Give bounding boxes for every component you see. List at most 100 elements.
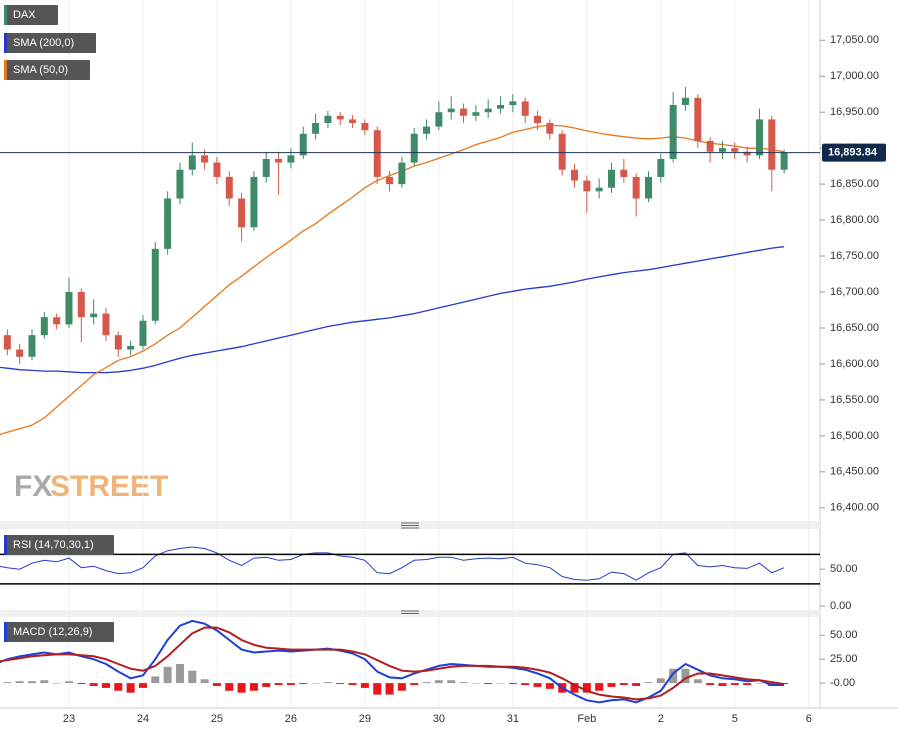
series-line bbox=[0, 546, 785, 581]
y-tick-label: 17,000.00 bbox=[830, 70, 879, 82]
legend-entry[interactable]: SMA (200,0) bbox=[4, 33, 96, 53]
y-tick-label: 16,450.00 bbox=[830, 466, 879, 478]
y-tick-label: 17,050.00 bbox=[830, 34, 879, 46]
legend-swatch bbox=[4, 535, 7, 555]
histogram-bar bbox=[385, 683, 394, 695]
candle-body bbox=[201, 155, 209, 163]
histogram-bar bbox=[570, 683, 579, 693]
candle-body bbox=[299, 133, 307, 156]
histogram-bar bbox=[595, 683, 604, 691]
candle-body bbox=[509, 101, 517, 106]
candle-body bbox=[460, 108, 468, 116]
candle-body bbox=[164, 198, 172, 249]
legend-entry[interactable]: MACD (12,26,9) bbox=[4, 622, 114, 642]
candle-body bbox=[53, 317, 61, 325]
histogram-bar bbox=[533, 683, 542, 687]
legend-entry[interactable]: RSI (14,70,30,1) bbox=[4, 535, 114, 555]
watermark-fx: FX bbox=[14, 470, 52, 503]
histogram-bar bbox=[249, 683, 258, 691]
candle-body bbox=[361, 122, 369, 131]
legend-box bbox=[4, 60, 90, 80]
series-line bbox=[0, 626, 785, 701]
candle-body bbox=[410, 133, 418, 163]
candle-body bbox=[780, 152, 788, 170]
legend-entry[interactable]: SMA (50,0) bbox=[4, 60, 90, 80]
candle-body bbox=[694, 97, 702, 141]
series-line bbox=[0, 246, 785, 374]
histogram-bar bbox=[582, 683, 591, 693]
histogram-bar bbox=[237, 683, 246, 693]
y-tick-label: 25.00 bbox=[830, 653, 858, 665]
legend-entry[interactable]: DAX bbox=[4, 5, 58, 25]
candle-body bbox=[127, 345, 135, 350]
candle-body bbox=[40, 317, 48, 336]
histogram-bar bbox=[373, 683, 382, 695]
legend-swatch bbox=[4, 60, 7, 80]
candle-body bbox=[275, 158, 283, 163]
candle-body bbox=[238, 198, 246, 228]
last-price-box bbox=[822, 143, 886, 162]
y-tick-label: 16,400.00 bbox=[830, 502, 879, 514]
candle-body bbox=[706, 140, 714, 152]
candle-body bbox=[608, 169, 615, 188]
candle-body bbox=[188, 155, 196, 170]
histogram-bar bbox=[114, 683, 123, 691]
candle-body bbox=[423, 126, 431, 134]
legend-swatch bbox=[4, 5, 7, 25]
legend-label: RSI (14,70,30,1) bbox=[13, 539, 94, 551]
histogram-bar bbox=[52, 683, 61, 684]
candle-body bbox=[225, 176, 233, 199]
histogram-bar bbox=[545, 683, 554, 689]
y-tick-label: 16,600.00 bbox=[830, 358, 879, 370]
candle-body bbox=[262, 158, 270, 177]
candle-body bbox=[435, 112, 443, 127]
histogram-bar bbox=[632, 683, 641, 686]
x-tick-label: 5 bbox=[732, 713, 738, 725]
candle-body bbox=[583, 180, 591, 192]
histogram-bar bbox=[730, 683, 739, 686]
candle-body bbox=[139, 320, 147, 346]
histogram-bar bbox=[311, 683, 320, 684]
y-tick-label: 16,700.00 bbox=[830, 286, 879, 298]
histogram-bar bbox=[471, 683, 480, 684]
candle-body bbox=[151, 248, 159, 321]
candle-body bbox=[250, 176, 258, 228]
histogram-bar bbox=[64, 681, 73, 684]
histogram-bar bbox=[619, 683, 628, 686]
histogram-bar bbox=[508, 683, 517, 685]
y-tick-label: -0.00 bbox=[830, 677, 855, 689]
histogram-bar bbox=[212, 683, 221, 686]
histogram-bar bbox=[3, 682, 12, 684]
separator-handle bbox=[401, 522, 419, 614]
candle-body bbox=[114, 335, 122, 350]
candle-body bbox=[546, 122, 554, 134]
candle-body bbox=[595, 187, 603, 192]
histogram-bar bbox=[336, 683, 345, 685]
candle-body bbox=[632, 176, 640, 199]
candle-body bbox=[521, 101, 529, 116]
legend-label: DAX bbox=[13, 9, 36, 21]
y-tick-label: 16,650.00 bbox=[830, 322, 879, 334]
candle-body bbox=[312, 122, 320, 134]
histogram-bar bbox=[447, 680, 456, 684]
legend-label: SMA (200,0) bbox=[13, 37, 74, 49]
histogram-bar bbox=[656, 678, 665, 684]
histogram-bar bbox=[681, 668, 690, 684]
candle-body bbox=[571, 169, 579, 181]
histogram-bar bbox=[15, 681, 24, 684]
y-tick-label: 50.00 bbox=[830, 629, 858, 641]
histogram-bar bbox=[459, 682, 468, 684]
candle-body bbox=[644, 176, 652, 199]
candle-body bbox=[373, 130, 381, 177]
histogram-bar bbox=[360, 683, 369, 688]
histogram-bar bbox=[299, 683, 308, 685]
legend-label: MACD (12,26,9) bbox=[13, 626, 92, 638]
candle-body bbox=[176, 169, 184, 199]
candle-body bbox=[768, 119, 776, 170]
histogram-bar bbox=[40, 680, 49, 684]
candle-body bbox=[3, 335, 11, 350]
histogram-bar bbox=[693, 679, 702, 684]
candle-body bbox=[398, 162, 406, 185]
x-tick-label: 31 bbox=[507, 713, 519, 725]
watermark: FX STREET bbox=[14, 470, 168, 503]
